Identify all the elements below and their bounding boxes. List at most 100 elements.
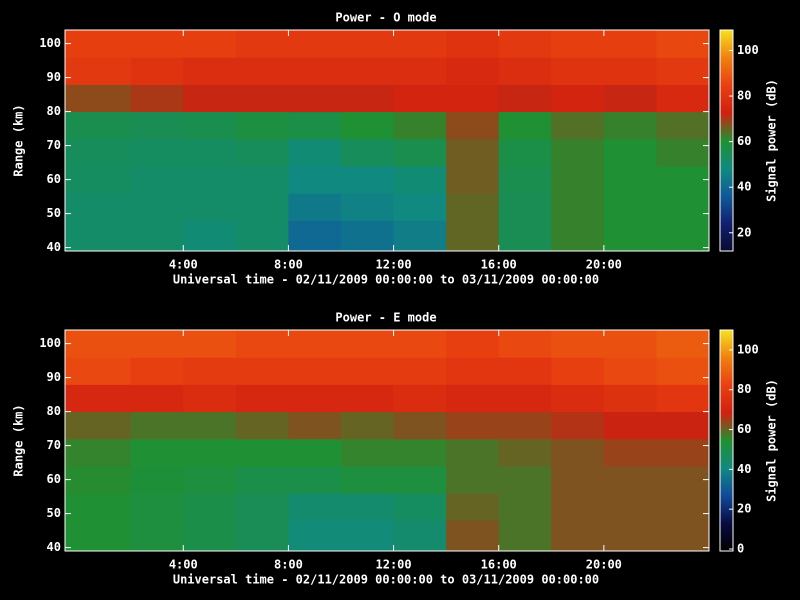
heatmap-cell <box>603 466 657 494</box>
heatmap-cell <box>603 357 657 385</box>
heatmap-cell <box>603 220 657 252</box>
heatmap-cell <box>446 493 500 521</box>
heatmap-cell <box>341 111 395 140</box>
heatmap-cell <box>341 330 395 358</box>
heatmap-cell <box>551 384 605 413</box>
heatmap-cell <box>235 166 289 194</box>
heatmap-cell <box>656 493 710 521</box>
heatmap-cell <box>341 438 395 467</box>
heatmap-cell <box>130 193 184 221</box>
heatmap-cell <box>603 438 657 467</box>
heatmap-cell <box>288 520 342 552</box>
heatmap-cell <box>656 193 710 221</box>
heatmap-cell <box>656 438 710 467</box>
y-tick-label: 50 <box>47 206 61 220</box>
heatmap-cell <box>656 166 710 194</box>
heatmap-cell <box>183 166 237 194</box>
heatmap-cell <box>183 193 237 221</box>
heatmap-cell <box>341 411 395 440</box>
heatmap-cell <box>183 220 237 252</box>
heatmap-cell <box>603 57 657 85</box>
y-tick-label: 80 <box>47 404 61 418</box>
heatmap-cell <box>603 520 657 552</box>
heatmap-cell <box>656 57 710 85</box>
colorbar-tick-label: 40 <box>737 180 751 194</box>
y-tick-label: 100 <box>39 336 61 350</box>
heatmap-cell <box>65 520 132 552</box>
heatmap-cell <box>341 84 395 113</box>
heatmap-cell <box>656 411 710 440</box>
heatmap-cell <box>446 57 500 85</box>
heatmap-cell <box>603 30 657 58</box>
heatmap-cell <box>235 411 289 440</box>
heatmap-cell <box>393 220 447 252</box>
y-tick-label: 80 <box>47 104 61 118</box>
heatmap-cell <box>603 138 657 167</box>
heatmap-cell <box>551 111 605 140</box>
y-tick-label: 40 <box>47 540 61 554</box>
heatmap-cell <box>393 438 447 467</box>
heatmap-cell <box>65 111 132 140</box>
heatmap-cell <box>498 357 552 385</box>
heatmap-cell <box>551 438 605 467</box>
x-tick-label: 4:00 <box>169 258 198 272</box>
heatmap-cell <box>393 466 447 494</box>
heatmap-cell <box>65 384 132 413</box>
heatmap-cell <box>551 330 605 358</box>
heatmap-cell <box>393 330 447 358</box>
heatmap-cell <box>341 493 395 521</box>
plot-title: Power - E mode <box>335 311 436 325</box>
heatmap-cell <box>393 30 447 58</box>
heatmap-cell <box>498 57 552 85</box>
x-tick-label: 20:00 <box>586 258 622 272</box>
heatmap-cell <box>341 520 395 552</box>
heatmap-cell <box>183 493 237 521</box>
y-axis-label: Range (km) <box>12 404 26 476</box>
heatmap-cell <box>656 357 710 385</box>
colorbar-tick-label: 100 <box>737 342 759 356</box>
heatmap-cell <box>65 357 132 385</box>
heatmap-cell <box>656 466 710 494</box>
heatmap-cell <box>65 57 132 85</box>
heatmap-cell <box>498 138 552 167</box>
heatmap-cell <box>183 111 237 140</box>
x-tick-label: 4:00 <box>169 558 198 572</box>
heatmap-cell <box>446 384 500 413</box>
heatmap-cell <box>656 84 710 113</box>
heatmap-cell <box>551 520 605 552</box>
heatmap-cell <box>446 220 500 252</box>
heatmap-cell <box>130 84 184 113</box>
heatmap-cell <box>235 330 289 358</box>
heatmap-cell <box>656 220 710 252</box>
heatmap-cell <box>393 384 447 413</box>
heatmap-cell <box>551 357 605 385</box>
heatmap-cell <box>393 138 447 167</box>
heatmap-cell <box>183 138 237 167</box>
heatmap-cell <box>183 411 237 440</box>
heatmap-cell <box>288 384 342 413</box>
heatmap-cell <box>446 166 500 194</box>
heatmap-cell <box>235 30 289 58</box>
heatmap-cell <box>183 330 237 358</box>
x-tick-label: 12:00 <box>376 558 412 572</box>
heatmap-cell <box>393 111 447 140</box>
colorbar-tick-label: 100 <box>737 43 759 57</box>
y-tick-label: 90 <box>47 70 61 84</box>
heatmap-cell <box>656 520 710 552</box>
heatmap-cell <box>235 357 289 385</box>
heatmap-cell <box>183 30 237 58</box>
x-axis-label: Universal time - 02/11/2009 00:00:00 to … <box>173 273 599 287</box>
heatmap-cell <box>393 84 447 113</box>
x-tick-label: 20:00 <box>586 558 622 572</box>
y-tick-label: 90 <box>47 370 61 384</box>
heatmap-cell <box>183 357 237 385</box>
heatmap-cell <box>235 84 289 113</box>
heatmap-cell <box>498 111 552 140</box>
heatmap-cell <box>130 438 184 467</box>
heatmap-cell <box>603 493 657 521</box>
heatmap-cell <box>446 438 500 467</box>
heatmap-cell <box>65 411 132 440</box>
heatmap-cell <box>341 220 395 252</box>
heatmap-cell <box>603 111 657 140</box>
colorbar <box>719 29 734 252</box>
